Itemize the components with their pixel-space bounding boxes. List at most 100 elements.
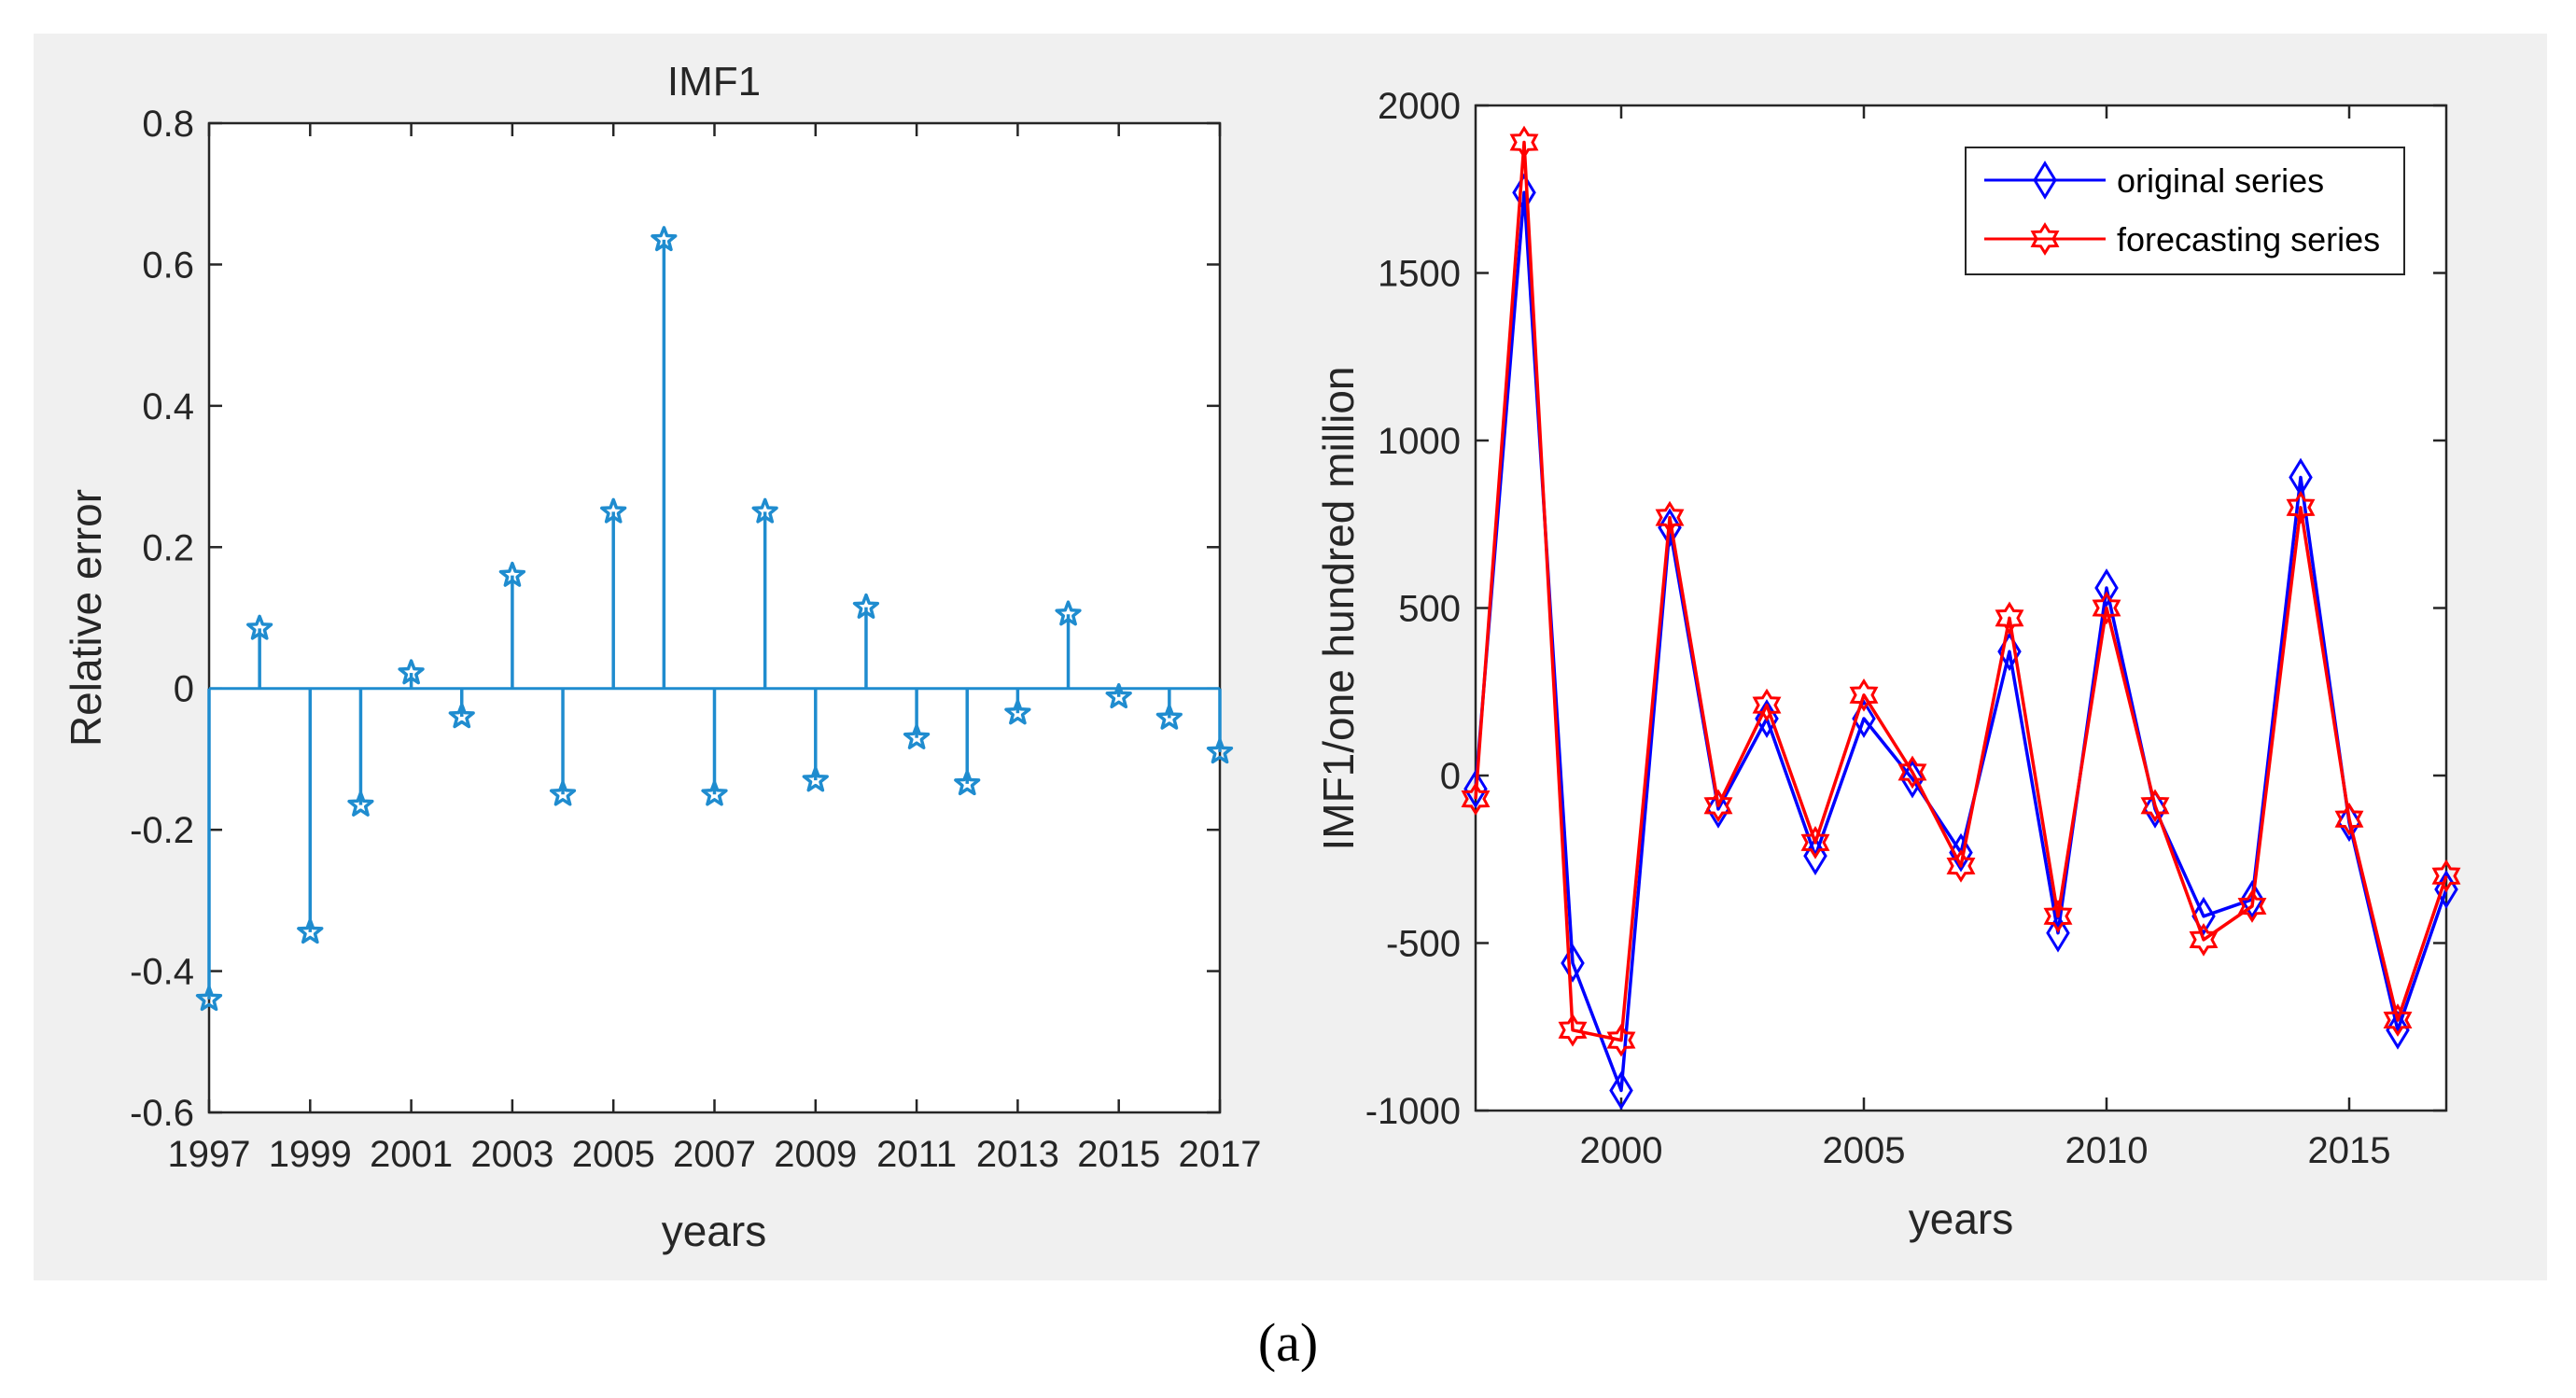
stem-star-marker xyxy=(954,770,981,796)
left-y-tick-label: 0.6 xyxy=(142,245,194,286)
left-y-tick-label: -0.2 xyxy=(130,810,194,851)
legend-marker-diamond xyxy=(2033,161,2057,200)
left-x-tick-label: 1999 xyxy=(269,1134,352,1175)
hexagram-marker xyxy=(2140,789,2170,823)
figure-caption: (a) xyxy=(1258,1312,1318,1373)
hexagram-marker xyxy=(1995,601,2024,636)
left-x-tick-label: 1997 xyxy=(168,1134,251,1175)
hexagram-marker xyxy=(2189,923,2219,957)
stem-star-marker xyxy=(1155,704,1183,730)
diamond-marker xyxy=(1900,759,1925,799)
diamond-marker xyxy=(1561,944,1585,983)
diamond-marker xyxy=(2046,913,2070,953)
legend-label-original: original series xyxy=(2117,161,2324,200)
stem-star-marker xyxy=(1206,738,1234,764)
left-x-tick-label: 2015 xyxy=(1077,1134,1160,1175)
left-y-tick-label: 0.2 xyxy=(142,527,194,568)
hexagram-marker xyxy=(2431,859,2461,893)
diamond-marker xyxy=(1706,790,1730,829)
hexagram-marker xyxy=(2092,591,2121,625)
left-x-tick-label: 2013 xyxy=(976,1134,1059,1175)
hexagram-marker xyxy=(2286,490,2316,524)
stem-star-marker xyxy=(802,766,829,792)
right-x-axis-label: years xyxy=(1909,1195,2013,1243)
left-x-tick-label: 2007 xyxy=(673,1134,756,1175)
right-y-tick-label: -1000 xyxy=(1365,1091,1461,1132)
hexagram-marker xyxy=(1800,825,1830,860)
left-chart-title: IMF1 xyxy=(667,59,761,105)
hexagram-marker xyxy=(1849,678,1879,712)
stem-star-marker xyxy=(1105,683,1132,709)
legend: original series forecasting series xyxy=(1965,147,2405,275)
left-x-axis-label: years xyxy=(662,1207,766,1255)
diamond-marker xyxy=(2191,896,2216,936)
stem-star-marker xyxy=(701,780,728,806)
stem-star-marker xyxy=(903,723,931,749)
right-y-tick-label: 2000 xyxy=(1378,86,1461,127)
hexagram-marker xyxy=(1558,1013,1588,1047)
diamond-marker xyxy=(1949,832,1973,873)
stem-star-marker xyxy=(498,561,526,587)
hexagram-marker xyxy=(2237,889,2267,923)
stem-star-marker xyxy=(195,986,223,1012)
left-x-tick-label: 2017 xyxy=(1179,1134,1262,1175)
hexagram-marker xyxy=(1946,849,1976,883)
diamond-marker xyxy=(2143,790,2167,829)
right-y-axis-label: IMF1/one hundred million xyxy=(1314,366,1363,850)
stem-star-marker xyxy=(448,703,475,729)
series-line-forecasting xyxy=(1474,140,2448,1042)
hexagram-marker xyxy=(1897,755,1927,790)
stem-star-marker xyxy=(751,497,778,524)
diamond-marker xyxy=(2240,879,2264,919)
left-y-tick-label: -0.6 xyxy=(130,1093,194,1134)
stem-star-marker xyxy=(297,918,324,944)
left-x-tick-label: 2001 xyxy=(370,1134,453,1175)
left-x-tick-label: 2009 xyxy=(774,1134,857,1175)
right-x-tick-label: 2015 xyxy=(2308,1130,2391,1171)
legend-label-forecasting: forecasting series xyxy=(2117,220,2380,259)
hexagram-marker xyxy=(1703,789,1733,823)
hexagram-marker xyxy=(2043,899,2073,933)
right-x-tick-label: 2005 xyxy=(1823,1130,1906,1171)
stem-star-marker xyxy=(600,497,627,524)
legend-box xyxy=(1965,147,2405,275)
right-x-tick-label: 2010 xyxy=(2065,1130,2149,1171)
right-x-tick-label: 2000 xyxy=(1580,1130,1663,1171)
left-y-tick-label: -0.4 xyxy=(130,952,194,993)
hexagram-marker xyxy=(1606,1023,1636,1057)
left-y-tick-label: 0.4 xyxy=(142,386,194,427)
diamond-marker xyxy=(2094,568,2119,608)
hexagram-marker xyxy=(2383,1003,2413,1037)
right-y-tick-label: 1500 xyxy=(1378,254,1461,295)
stem-star-marker xyxy=(852,593,880,619)
stem-star-marker xyxy=(398,659,425,685)
hexagram-marker xyxy=(1655,500,1685,535)
hexagram-marker xyxy=(1509,125,1539,160)
left-y-tick-label: 0.8 xyxy=(142,104,194,145)
left-x-tick-label: 2005 xyxy=(572,1134,655,1175)
hexagram-marker xyxy=(1461,782,1491,816)
left-x-tick-label: 2011 xyxy=(876,1134,957,1175)
stem-star-marker xyxy=(651,226,678,252)
left-x-tick-label: 2003 xyxy=(470,1134,553,1175)
right-y-tick-label: 0 xyxy=(1440,756,1461,797)
right-y-tick-label: 500 xyxy=(1398,589,1461,630)
hexagram-marker xyxy=(2334,802,2364,836)
diamond-marker xyxy=(1658,508,1682,548)
right-y-tick-label: 1000 xyxy=(1378,421,1461,462)
right-y-tick-label: -500 xyxy=(1386,924,1461,965)
legend-marker-hexagram xyxy=(2030,222,2060,256)
diamond-marker xyxy=(1512,173,1536,213)
stem-star-marker xyxy=(1004,699,1031,725)
stem-star-marker xyxy=(246,614,273,640)
diamond-marker xyxy=(1609,1070,1633,1111)
diamond-marker xyxy=(1463,769,1488,809)
stem-star-marker xyxy=(549,780,577,806)
diamond-marker xyxy=(2386,1010,2410,1050)
left-plot-area xyxy=(207,121,1222,1114)
stem-star-marker xyxy=(1055,600,1082,626)
stem-star-marker xyxy=(347,790,374,817)
hexagram-marker xyxy=(1752,688,1782,722)
left-y-axis-label: Relative error xyxy=(62,489,110,747)
